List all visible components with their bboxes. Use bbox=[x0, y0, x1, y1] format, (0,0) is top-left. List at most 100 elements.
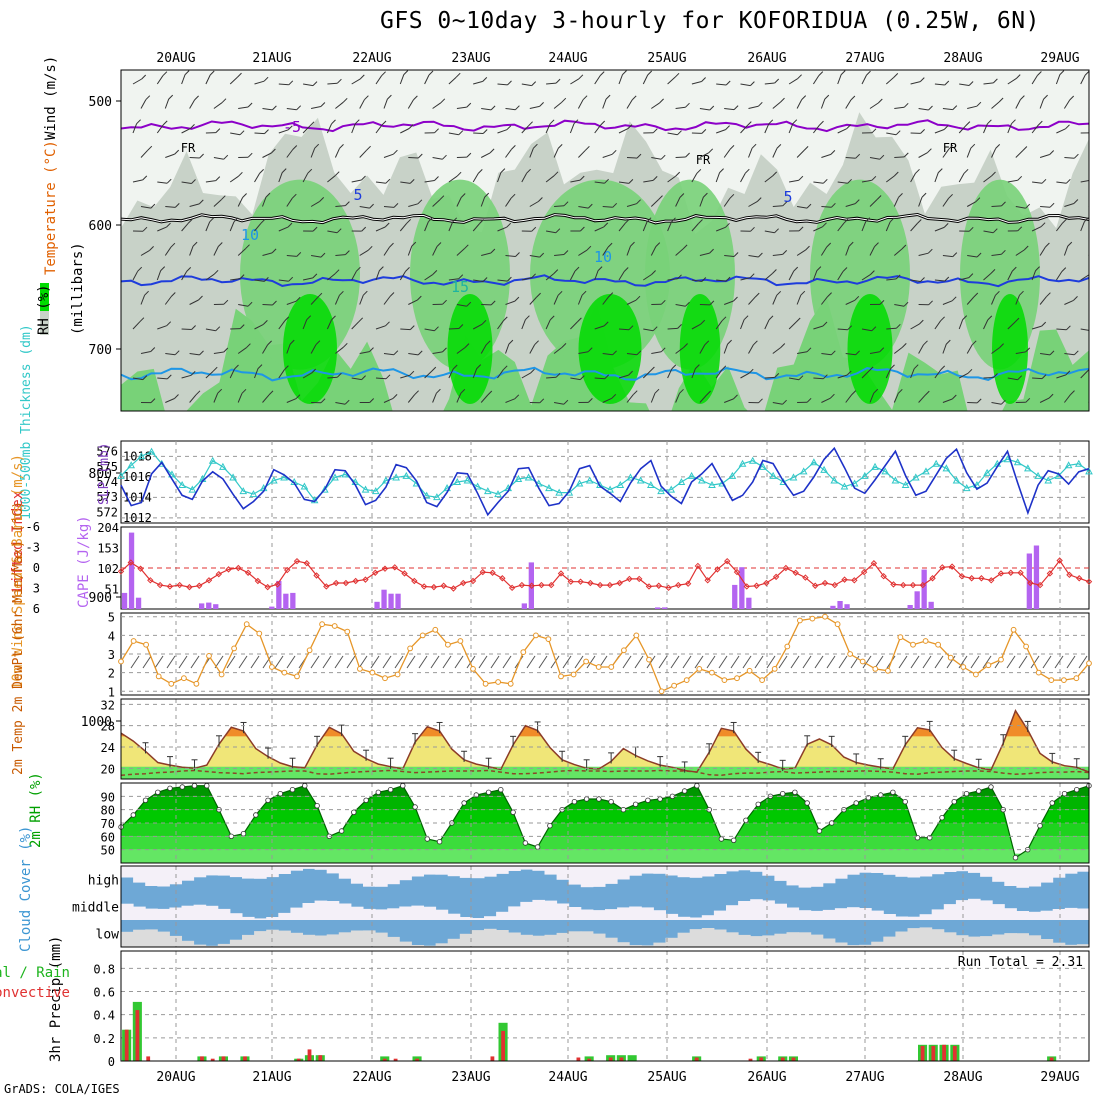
rh2m-marker bbox=[388, 787, 393, 792]
rh2m-marker bbox=[572, 799, 577, 804]
surface-wind-barb bbox=[287, 656, 295, 668]
wind-barb bbox=[449, 329, 459, 330]
cape-bar bbox=[746, 598, 751, 609]
wind-speed-marker bbox=[1024, 644, 1029, 649]
temp-tick-label: 24 bbox=[101, 741, 115, 755]
precip-convective-bar bbox=[491, 1056, 495, 1061]
cloud-middle-cell bbox=[230, 913, 243, 920]
date-label-bottom: 23AUG bbox=[451, 1070, 490, 1085]
precip-convective-bar bbox=[243, 1056, 247, 1061]
cloud-middle-cell bbox=[678, 917, 691, 920]
pressure-axis-label: (millibars) bbox=[70, 242, 86, 335]
wind-speed-marker bbox=[961, 665, 966, 670]
cloud-low-cell bbox=[145, 929, 158, 947]
wind-barb bbox=[846, 158, 856, 159]
lifted-tick-label: 3 bbox=[33, 582, 40, 596]
rh-core bbox=[579, 294, 642, 404]
date-label-top: 25AUG bbox=[647, 51, 686, 66]
cloud-low-cell bbox=[581, 931, 594, 947]
rh2m-marker bbox=[1013, 855, 1018, 860]
cloud-low-cell bbox=[472, 930, 485, 947]
cloud-low-cell bbox=[375, 933, 388, 947]
wind-barb-feather bbox=[1096, 195, 1100, 199]
cloud-high-cell bbox=[738, 866, 751, 870]
wind-speed-marker bbox=[1074, 676, 1079, 681]
cloud-high-cell bbox=[762, 866, 775, 876]
surface-wind-barb bbox=[911, 656, 919, 668]
wind-speed-marker bbox=[420, 633, 425, 638]
cloud-low-cell bbox=[230, 940, 243, 947]
cape-bar bbox=[290, 593, 295, 609]
wind-speed-marker bbox=[395, 672, 400, 677]
surface-wind-barb bbox=[623, 656, 631, 668]
surface-wind-barb bbox=[311, 656, 319, 668]
cloud-middle-cell bbox=[508, 906, 521, 920]
rh2m-marker bbox=[633, 802, 638, 807]
rh2m-marker bbox=[535, 845, 540, 850]
cloud-high-cell bbox=[641, 866, 654, 874]
cloud-low-cell bbox=[121, 932, 134, 947]
wind-speed-marker bbox=[119, 659, 124, 664]
cloud-high-cell bbox=[1065, 866, 1078, 874]
cape-bar bbox=[129, 533, 134, 609]
wind-speed-marker bbox=[948, 655, 953, 660]
rh2m-marker bbox=[744, 818, 749, 823]
rh2m-marker bbox=[266, 798, 271, 803]
cloud-high-cell bbox=[557, 866, 570, 880]
surface-wind-barb bbox=[539, 656, 547, 668]
cloud-low-cell bbox=[182, 941, 195, 947]
cloud-middle-cell bbox=[738, 901, 751, 920]
wind-speed-marker bbox=[433, 627, 438, 632]
rh2m-marker bbox=[903, 799, 908, 804]
chart-title: GFS 0~10day 3-hourly for KOFORIDUA (0.25… bbox=[380, 8, 1040, 34]
cloud-high-cell bbox=[908, 866, 921, 878]
surface-wind-barb bbox=[443, 656, 451, 668]
surface-wind-barb bbox=[659, 656, 667, 668]
cloud-high-cell bbox=[424, 866, 437, 875]
precip-convective-bar bbox=[222, 1056, 226, 1061]
lifted-tick-label: -3 bbox=[26, 541, 40, 555]
wind-barb-feather bbox=[1089, 271, 1093, 275]
cloud-high-cell bbox=[278, 866, 291, 874]
wind-speed-marker bbox=[760, 678, 765, 683]
cloud-high-cell bbox=[339, 866, 352, 879]
cloud-middle-cell bbox=[992, 904, 1005, 920]
wind-barb bbox=[813, 378, 823, 379]
rh2m-marker bbox=[1038, 823, 1043, 828]
cape-bar bbox=[830, 606, 835, 609]
rh2m-marker bbox=[437, 839, 442, 844]
rh2m-marker bbox=[964, 791, 969, 796]
credit-label: GrADS: COLA/IGES bbox=[4, 1082, 120, 1096]
date-label-bottom: 20AUG bbox=[156, 1070, 195, 1085]
cloud-middle-cell bbox=[823, 910, 836, 920]
rh2m-marker bbox=[143, 798, 148, 803]
surface-wind-barb bbox=[167, 656, 175, 668]
rh2m-marker bbox=[131, 813, 136, 818]
wind-speed-marker bbox=[471, 667, 476, 672]
date-label-bottom: 29AUG bbox=[1040, 1070, 1079, 1085]
surface-wind-barb bbox=[1055, 656, 1063, 668]
wind-barb-feather bbox=[1092, 389, 1096, 393]
thickness-line bbox=[121, 452, 1089, 501]
surface-wind-barb bbox=[635, 656, 643, 668]
cloud-high-cell bbox=[787, 866, 800, 885]
cloud-low-cell bbox=[157, 932, 170, 947]
cloud-low-cell bbox=[605, 938, 618, 947]
wind-tick-label: 1 bbox=[108, 685, 115, 699]
cloud-middle-cell bbox=[920, 914, 933, 920]
wind-barb bbox=[1032, 378, 1042, 379]
cloud-low-cell bbox=[811, 935, 824, 947]
cape-bar bbox=[908, 605, 913, 609]
rh2m-marker bbox=[413, 805, 418, 810]
wind-speed-marker bbox=[332, 624, 337, 629]
cloud-low-cell bbox=[327, 934, 340, 947]
wind-speed-marker bbox=[194, 681, 199, 686]
rh2m-base bbox=[121, 854, 1089, 863]
cloud-low-cell bbox=[242, 935, 255, 947]
cloud-high-cell bbox=[992, 866, 1005, 882]
precip-convective-bar bbox=[308, 1049, 312, 1061]
cloud-low-cell bbox=[436, 943, 449, 947]
cloud-low-cell bbox=[508, 933, 521, 948]
